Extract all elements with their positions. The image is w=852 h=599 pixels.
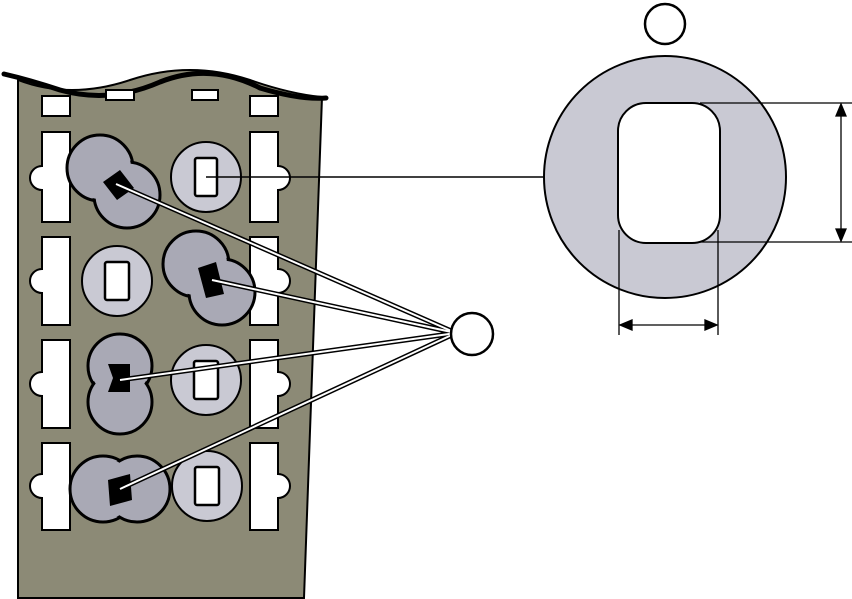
washer-upright-2	[81, 245, 153, 317]
left-side-slots	[29, 131, 71, 531]
square-slot-4	[193, 465, 221, 507]
top-slots	[41, 89, 279, 117]
height-dimension	[700, 102, 852, 243]
washer-rotated-4	[68, 454, 172, 524]
washer-upright-3	[170, 344, 242, 416]
detail-slot	[617, 102, 721, 244]
torn-edge	[1, 70, 329, 101]
washer-upright-4	[171, 450, 243, 522]
washer-rotated-3	[86, 332, 154, 436]
twisted-slot-4	[108, 474, 132, 506]
twisted-slot-2	[108, 364, 130, 392]
square-slot-2	[103, 260, 131, 302]
washer-detail-view	[543, 55, 787, 299]
washer-callout	[643, 2, 687, 46]
twisted-slot-3	[198, 262, 224, 298]
rotated-washers-callout	[449, 311, 495, 357]
width-dimension	[618, 230, 719, 335]
